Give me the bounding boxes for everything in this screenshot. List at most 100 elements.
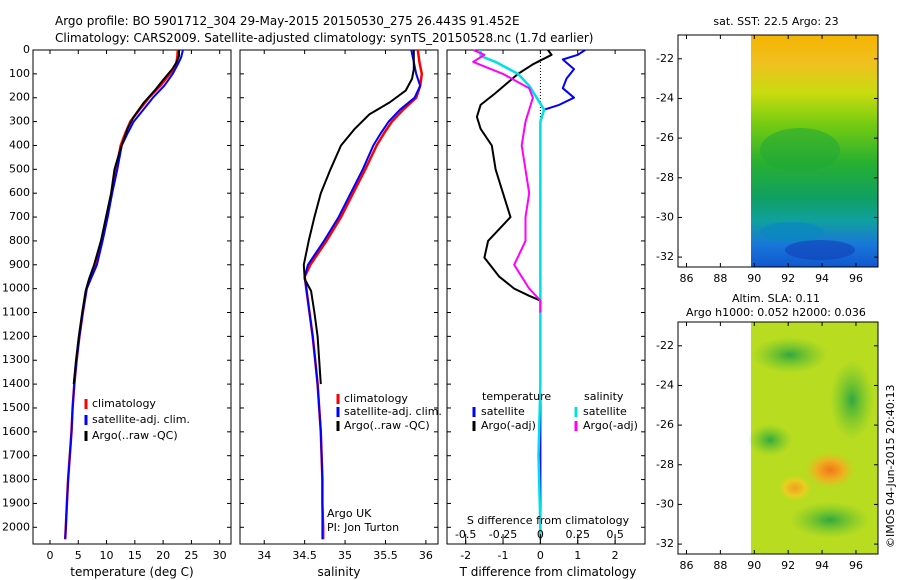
imos-timestamp-stamp: ©IMOS 04-Jun-2015 20:40:13: [884, 384, 897, 548]
s-difference-ticks: -0.5 -0.25 0 0.25 0.5: [455, 528, 624, 544]
lon-tick-label: 94: [815, 272, 829, 285]
sla-warm-anomaly: [802, 450, 858, 490]
x-tick-label: 20: [156, 549, 170, 562]
legend-label-s-satellite: satellite: [583, 405, 627, 418]
temperature-lines: [63, 49, 184, 540]
lat-tick-label: -30: [656, 497, 674, 510]
legend-label-climatology: climatology: [344, 392, 408, 405]
salinity-legend: climatology satellite-adj. clim. Argo(..…: [336, 392, 442, 432]
x-tick-label: 36: [419, 549, 433, 562]
x-tick-label: 0: [537, 549, 544, 562]
lon-tick-label: 86: [679, 272, 693, 285]
t-difference-x-label: T difference from climatology: [459, 565, 637, 579]
sst-cool-patch: [760, 128, 840, 172]
y-tick-label: 600: [9, 186, 30, 199]
salinity-lines: [240, 49, 438, 540]
sst-map-title: sat. SST: 22.5 Argo: 23: [713, 15, 838, 28]
lat-tick-label: -28: [656, 458, 674, 471]
lon-tick-label: 96: [849, 272, 863, 285]
y-tick-label: 100: [9, 67, 30, 80]
sst-map-panel: sat. SST: 22.5 Argo: 23 86 88 90 92 94 96 -22…: [656, 15, 879, 285]
y-tick-label: 0: [23, 43, 30, 56]
salinity-x-label: salinity: [317, 565, 360, 579]
legend-label-t-satellite: satellite: [481, 405, 525, 418]
y-tick-label: 400: [9, 138, 30, 151]
temperature-x-label: temperature (deg C): [70, 565, 193, 579]
sla-warm-anomaly-small: [777, 474, 813, 502]
lat-tick-label: -30: [656, 210, 674, 223]
sst-longitude-ticks: 86 88 90 92 94 96: [679, 35, 863, 285]
y-tick-label: 1500: [2, 401, 30, 414]
y-tick-label: 800: [9, 234, 30, 247]
sla-green-patch-east: [830, 360, 874, 440]
legend-label-s-argo: Argo(-adj): [583, 419, 638, 432]
x-tick-label: 34: [257, 549, 271, 562]
sla-longitude-ticks: 86 88 90 92 94 96: [679, 322, 863, 572]
y-tick-label: 700: [9, 210, 30, 223]
sla-green-patch-north: [752, 337, 828, 373]
lon-tick-label: 86: [679, 559, 693, 572]
lon-tick-label: 96: [849, 559, 863, 572]
temperature-legend: climatology satellite-adj. clim. Argo(..…: [84, 397, 190, 442]
sla-map-panel: Altim. SLA: 0.11 Argo h1000: 0.052 h2000…: [656, 292, 879, 572]
y-tick-label: 1000: [2, 282, 30, 295]
legend-label-argo: Argo(..raw -QC): [344, 419, 430, 432]
depth-y-ticks: 0 100 200 300 400 500 600 700 800 900 1000 1100 1200…: [2, 43, 231, 533]
salinity-axes-frame: [239, 49, 439, 545]
y-tick-label: 1600: [2, 425, 30, 438]
legend-label-t-argo: Argo(-adj): [481, 419, 536, 432]
s-tick-label: -0.5: [455, 528, 476, 541]
series-line-3: [472, 49, 542, 313]
lat-tick-label: -26: [656, 131, 674, 144]
lon-tick-label: 90: [747, 272, 761, 285]
temperature-panel: 0 5 10 15 20 25 30 0 100 200 300 400 500 600 700 800 90…: [2, 43, 232, 579]
difference-legend: temperature salinity satellite Argo(-adj…: [472, 390, 638, 432]
s-tick-label: -0.25: [489, 528, 517, 541]
lon-tick-label: 92: [781, 272, 795, 285]
sst-latitude-ticks: -22 -24 -26 -28 -30 -32: [656, 52, 878, 263]
difference-axes-frame: [446, 49, 646, 545]
lon-tick-label: 88: [713, 272, 727, 285]
series-line-2: [479, 50, 546, 540]
x-tick-label: -2: [460, 549, 471, 562]
y-tick-label: 200: [9, 91, 30, 104]
difference-panel: -2 -1 0 1 2 -0.5 -0.25 0 0.25 0.5 S difference f…: [446, 49, 646, 579]
y-tick-label: 1300: [2, 353, 30, 366]
x-tick-label: 25: [184, 549, 198, 562]
series-line-2: [72, 50, 180, 385]
sst-blue-patch: [760, 222, 824, 242]
lat-tick-label: -32: [656, 250, 674, 263]
sla-green-patch-west: [748, 424, 792, 456]
series-line-1: [303, 49, 422, 540]
legend-header-temperature: temperature: [482, 390, 551, 403]
y-tick-label: 1700: [2, 449, 30, 462]
sla-latitude-ticks: -22 -24 -26 -28 -30 -32: [656, 339, 878, 550]
series-line-0: [63, 49, 180, 540]
y-tick-label: 900: [9, 258, 30, 271]
figure-title-line1: Argo profile: BO 5901712_304 29-May-2015…: [55, 14, 520, 28]
sla-map-frame: [677, 321, 879, 555]
lat-tick-label: -28: [656, 171, 674, 184]
sst-map-frame: [677, 34, 879, 268]
lat-tick-label: -24: [656, 378, 674, 391]
legend-label-argo: Argo(..raw -QC): [92, 429, 178, 442]
series-line-2: [302, 50, 415, 385]
x-tick-label: 1: [574, 549, 581, 562]
y-tick-label: 1200: [2, 329, 30, 342]
s-tick-label: 0: [537, 528, 544, 541]
series-line-1: [64, 49, 184, 540]
sst-heatmap: [751, 35, 878, 267]
x-tick-label: 30: [213, 549, 227, 562]
y-tick-label: 1800: [2, 473, 30, 486]
lon-tick-label: 94: [815, 559, 829, 572]
lat-tick-label: -22: [656, 52, 674, 65]
x-tick-label: 34.5: [292, 549, 317, 562]
x-tick-label: 10: [100, 549, 114, 562]
y-tick-label: 1900: [2, 496, 30, 509]
lat-tick-label: -26: [656, 418, 674, 431]
x-tick-label: -1: [498, 549, 509, 562]
legend-label-satellite: satellite-adj. clim.: [92, 413, 190, 426]
salinity-x-ticks: 34 34.5 35 35.5 36: [257, 50, 433, 562]
lon-tick-label: 88: [713, 559, 727, 572]
